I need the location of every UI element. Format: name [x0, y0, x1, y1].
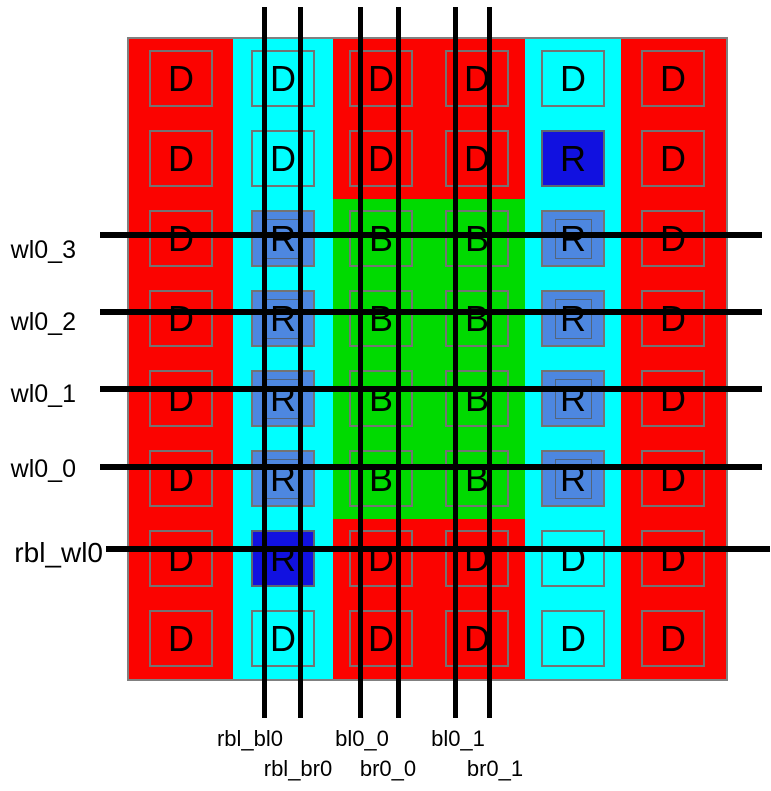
cell-r6-c1-D: D: [149, 450, 213, 507]
cell-r2-c5-R: R: [541, 130, 605, 187]
wordline-label-wl0_3: wl0_3: [10, 236, 76, 264]
bitline-label-br0_1: br0_1: [466, 756, 524, 781]
wordline-wl0_3: [100, 232, 762, 238]
bitline-bl0_1: [453, 7, 458, 718]
cell-r7-c2-R: R: [251, 530, 315, 587]
wordline-wl0_1: [100, 386, 762, 392]
bitline-label-rbl_br0: rbl_br0: [263, 756, 333, 781]
bitline-label-rbl_bl0: rbl_bl0: [216, 726, 284, 751]
cell-r7-c6-D: D: [641, 530, 705, 587]
cell-r8-c6-D: D: [641, 610, 705, 667]
cell-r8-c5-D: D: [541, 610, 605, 667]
cell-r5-c5-R: R: [541, 370, 605, 427]
cell-r2-c2-D: D: [251, 130, 315, 187]
replica-inner-outline: [265, 299, 302, 339]
bitline-label-bl0_0: bl0_0: [335, 726, 389, 751]
bitline-br0_0: [396, 7, 401, 718]
cell-r6-c5-R: R: [541, 450, 605, 507]
cell-r4-c5-R: R: [541, 290, 605, 347]
replica-inner-outline: [555, 379, 592, 419]
wordline-wl0_0: [100, 464, 762, 470]
cell-r4-c6-D: D: [641, 290, 705, 347]
cell-r5-c1-D: D: [149, 370, 213, 427]
replica-inner-outline: [265, 379, 302, 419]
cell-r6-c6-D: D: [641, 450, 705, 507]
bitline-br0_1: [487, 7, 492, 718]
bitline-rbl_br0: [298, 7, 303, 718]
replica-inner-outline: [265, 219, 302, 259]
cell-r7-c1-D: D: [149, 530, 213, 587]
cell-r5-c2-R: R: [251, 370, 315, 427]
cell-r1-c6-D: D: [641, 50, 705, 107]
cell-r3-c6-D: D: [641, 210, 705, 267]
bitline-label-bl0_1: bl0_1: [431, 726, 485, 751]
bitline-bl0_0: [358, 7, 363, 718]
wordline-label-wl0_1: wl0_1: [10, 380, 76, 408]
cell-r2-c1-D: D: [149, 130, 213, 187]
cell-r8-c2-D: D: [251, 610, 315, 667]
cell-r2-c6-D: D: [641, 130, 705, 187]
cell-r1-c2-D: D: [251, 50, 315, 107]
cell-r4-c1-D: D: [149, 290, 213, 347]
bitline-rbl_bl0: [262, 7, 267, 718]
bitline-label-br0_0: br0_0: [359, 756, 417, 781]
wordline-wl0_2: [100, 309, 762, 315]
wordline-label-wl0_0: wl0_0: [10, 455, 76, 483]
cell-r1-c5-D: D: [541, 50, 605, 107]
cell-r3-c5-R: R: [541, 210, 605, 267]
cell-r6-c2-R: R: [251, 450, 315, 507]
cell-r4-c2-R: R: [251, 290, 315, 347]
wordline-rbl_wl0: [106, 546, 770, 552]
wordline-label-wl0_2: wl0_2: [10, 308, 76, 336]
cell-r3-c1-D: D: [149, 210, 213, 267]
replica-inner-outline: [555, 299, 592, 339]
replica-inner-outline: [555, 219, 592, 259]
cell-r7-c5-D: D: [541, 530, 605, 587]
cell-r3-c2-R: R: [251, 210, 315, 267]
cell-r5-c6-D: D: [641, 370, 705, 427]
replica-inner-outline: [555, 459, 592, 499]
wordline-label-rbl_wl0: rbl_wl0: [14, 537, 103, 568]
array-outline: [127, 37, 728, 681]
cell-r1-c1-D: D: [149, 50, 213, 107]
cell-r8-c1-D: D: [149, 610, 213, 667]
